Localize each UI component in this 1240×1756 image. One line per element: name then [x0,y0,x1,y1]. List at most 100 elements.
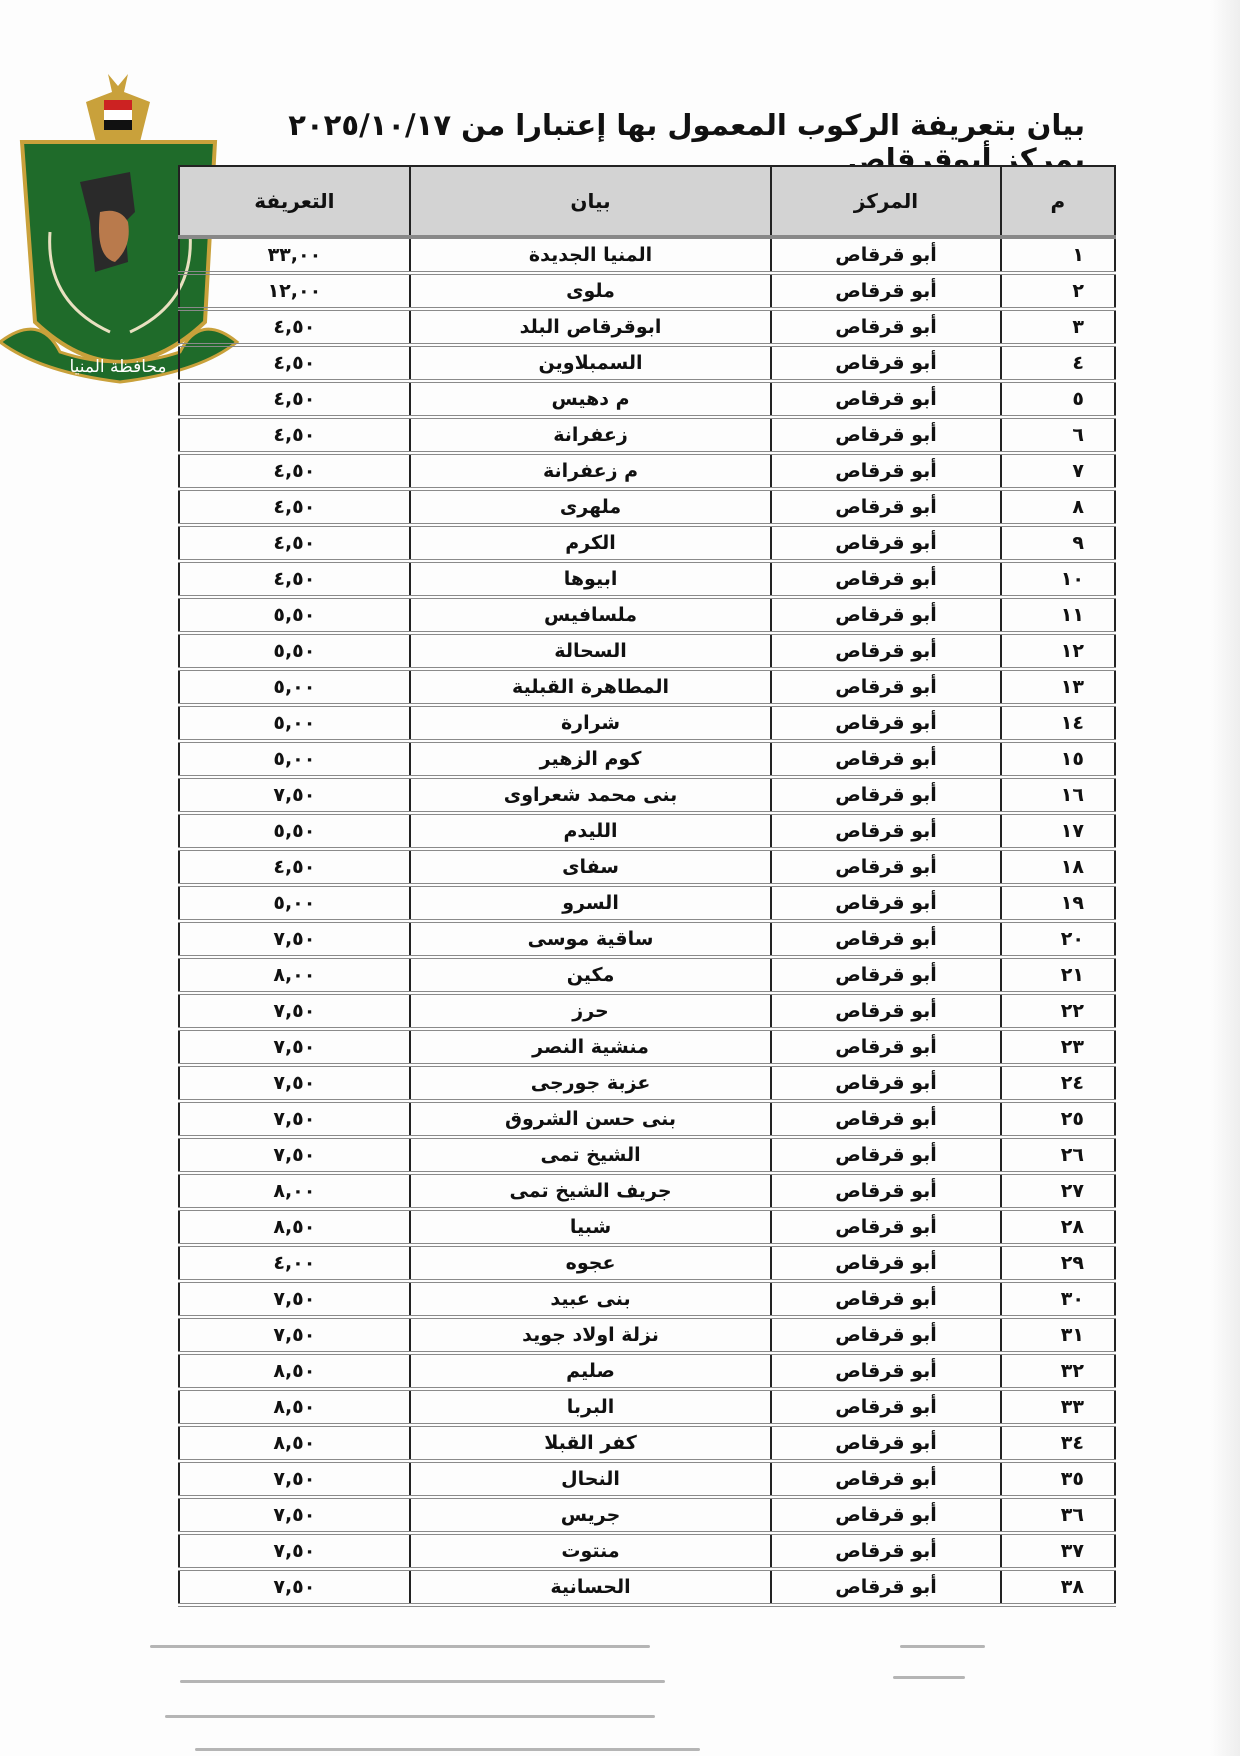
header-description: بيان [408,166,772,239]
cell-center: أبو قرقاص [770,1389,1001,1427]
cell-description: كفر القبلا [408,1425,772,1463]
cell-center: أبو قرقاص [770,1353,1001,1391]
cell-fare: ٧,٥٠ [178,1569,410,1607]
cell-description: جريس [408,1497,772,1535]
table-row: ٨ أبو قرقاص ملهرى ٤,٥٠ [178,489,1115,527]
table-row: ٢٩ أبو قرقاص عجوه ٤,٠٠ [178,1245,1115,1283]
cell-description: منشية النصر [408,1029,772,1067]
table-row: ٢٨ أبو قرقاص شبيا ٨,٥٠ [178,1209,1115,1247]
table-row: ٣٤ أبو قرقاص كفر القبلا ٨,٥٠ [178,1425,1115,1463]
cell-fare: ١٢,٠٠ [178,273,410,311]
cell-description: ساقية موسى [408,921,772,959]
cell-num: ٣٦ [999,1497,1115,1535]
cell-center: أبو قرقاص [770,273,1001,311]
cell-description: النحال [408,1461,772,1499]
cell-center: أبو قرقاص [770,921,1001,959]
cell-center: أبو قرقاص [770,957,1001,995]
cell-fare: ٥,٥٠ [178,813,410,851]
cell-fare: ٨,٠٠ [178,1173,410,1211]
eagle-emblem-icon [86,74,150,142]
table-row: ٢٢ أبو قرقاص حرز ٧,٥٠ [178,993,1115,1031]
table-row: ٢ أبو قرقاص ملوى ١٢,٠٠ [178,273,1115,311]
cell-num: ٢٦ [999,1137,1115,1175]
header-center: المركز [770,166,1001,239]
cell-num: ٦ [999,417,1115,455]
cell-num: ٣٥ [999,1461,1115,1499]
signature-line [900,1645,985,1648]
cell-center: أبو قرقاص [770,525,1001,563]
fare-table: م المركز بيان التعريفة ١ أبو قرقاص المنيا … [178,165,1116,1607]
cell-description: ملوى [408,273,772,311]
cell-center: أبو قرقاص [770,417,1001,455]
table-row: ١٥ أبو قرقاص كوم الزهير ٥,٠٠ [178,741,1115,779]
cell-num: ١١ [999,597,1115,635]
table-row: ٦ أبو قرقاص زعفرانة ٤,٥٠ [178,417,1115,455]
table-row: ٣ أبو قرقاص ابوقرقاص البلد ٤,٥٠ [178,309,1115,347]
header-num: م [999,166,1115,239]
cell-description: حرز [408,993,772,1031]
cell-description: ملسافيس [408,597,772,635]
cell-description: عزبة جورجى [408,1065,772,1103]
cell-description: مكين [408,957,772,995]
cell-fare: ٤,٥٠ [178,489,410,527]
cell-center: أبو قرقاص [770,1065,1001,1103]
cell-fare: ٨,٠٠ [178,957,410,995]
cell-num: ٢٨ [999,1209,1115,1247]
cell-fare: ٣٣,٠٠ [178,237,410,275]
cell-num: ٢١ [999,957,1115,995]
signature-line [150,1645,650,1648]
cell-center: أبو قرقاص [770,561,1001,599]
cell-description: م زعفرانة [408,453,772,491]
cell-center: أبو قرقاص [770,1569,1001,1607]
cell-center: أبو قرقاص [770,1281,1001,1319]
cell-center: أبو قرقاص [770,345,1001,383]
cell-num: ٢٠ [999,921,1115,959]
cell-description: المطاهرة القبلية [408,669,772,707]
cell-center: أبو قرقاص [770,1533,1001,1571]
table-row: ٣٦ أبو قرقاص جريس ٧,٥٠ [178,1497,1115,1535]
cell-fare: ٨,٥٠ [178,1389,410,1427]
page-edge-shadow [1210,0,1240,1756]
table-row: ٢٣ أبو قرقاص منشية النصر ٧,٥٠ [178,1029,1115,1067]
cell-num: ١٦ [999,777,1115,815]
cell-fare: ٧,٥٠ [178,921,410,959]
cell-center: أبو قرقاص [770,237,1001,275]
cell-fare: ٧,٥٠ [178,1461,410,1499]
cell-num: ٩ [999,525,1115,563]
cell-center: أبو قرقاص [770,1029,1001,1067]
cell-fare: ٤,٥٠ [178,561,410,599]
cell-fare: ٧,٥٠ [178,1317,410,1355]
cell-center: أبو قرقاص [770,1245,1001,1283]
cell-fare: ٧,٥٠ [178,1497,410,1535]
cell-fare: ٨,٥٠ [178,1353,410,1391]
cell-num: ٢٢ [999,993,1115,1031]
cell-description: م دهيس [408,381,772,419]
table-row: ٣٥ أبو قرقاص النحال ٧,٥٠ [178,1461,1115,1499]
cell-num: ١٣ [999,669,1115,707]
cell-description: شرارة [408,705,772,743]
cell-center: أبو قرقاص [770,705,1001,743]
table-row: ٣٠ أبو قرقاص بنى عبيد ٧,٥٠ [178,1281,1115,1319]
cell-fare: ٥,٠٠ [178,741,410,779]
cell-fare: ٥,٥٠ [178,597,410,635]
cell-description: بنى محمد شعراوى [408,777,772,815]
table-row: ١٩ أبو قرقاص السرو ٥,٠٠ [178,885,1115,923]
cell-center: أبو قرقاص [770,669,1001,707]
table-row: ٥ أبو قرقاص م دهيس ٤,٥٠ [178,381,1115,419]
cell-description: المنيا الجديدة [408,237,772,275]
cell-center: أبو قرقاص [770,597,1001,635]
cell-center: أبو قرقاص [770,381,1001,419]
table-row: ١٦ أبو قرقاص بنى محمد شعراوى ٧,٥٠ [178,777,1115,815]
table-row: ١١ أبو قرقاص ملسافيس ٥,٥٠ [178,597,1115,635]
table-row: ٣٢ أبو قرقاص صليم ٨,٥٠ [178,1353,1115,1391]
cell-center: أبو قرقاص [770,885,1001,923]
signature-line [165,1715,655,1718]
cell-num: ٧ [999,453,1115,491]
table-row: ٢٥ أبو قرقاص بنى حسن الشروق ٧,٥٠ [178,1101,1115,1139]
cell-fare: ٥,٠٠ [178,669,410,707]
table-row: ١٣ أبو قرقاص المطاهرة القبلية ٥,٠٠ [178,669,1115,707]
cell-num: ٢٤ [999,1065,1115,1103]
cell-fare: ٧,٥٠ [178,1065,410,1103]
cell-num: ١٧ [999,813,1115,851]
cell-center: أبو قرقاص [770,489,1001,527]
